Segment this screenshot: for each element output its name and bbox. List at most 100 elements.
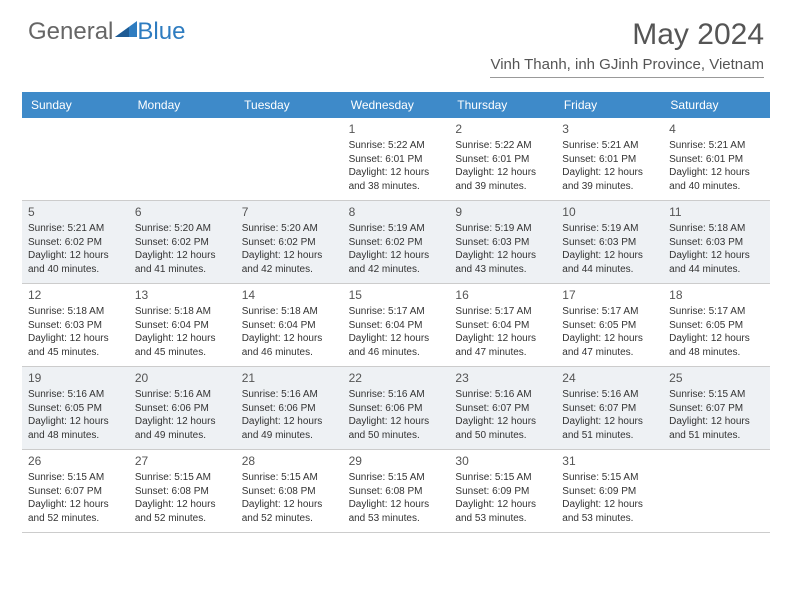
logo: General Blue <box>28 18 185 46</box>
cell-line: and 45 minutes. <box>28 346 123 360</box>
cell-line: Sunset: 6:07 PM <box>455 402 550 416</box>
cell-line: Sunset: 6:05 PM <box>28 402 123 416</box>
cell-line: and 48 minutes. <box>669 346 764 360</box>
cell-line: Daylight: 12 hours <box>28 332 123 346</box>
cell-line: Sunrise: 5:15 AM <box>242 471 337 485</box>
cell-line: and 52 minutes. <box>28 512 123 526</box>
cell-line: Sunset: 6:07 PM <box>669 402 764 416</box>
cell-line: Sunrise: 5:15 AM <box>455 471 550 485</box>
cell-line: Sunset: 6:08 PM <box>242 485 337 499</box>
day-number: 13 <box>135 287 230 303</box>
cell-line: and 51 minutes. <box>562 429 657 443</box>
title-block: May 2024 Vinh Thanh, inh GJinh Province,… <box>490 18 764 78</box>
cell-line: Daylight: 12 hours <box>135 415 230 429</box>
cell-line: Sunset: 6:07 PM <box>28 485 123 499</box>
cell-line: Sunset: 6:08 PM <box>349 485 444 499</box>
cell-line: Sunrise: 5:17 AM <box>455 305 550 319</box>
cell-line: Sunrise: 5:20 AM <box>242 222 337 236</box>
cell-line: and 50 minutes. <box>455 429 550 443</box>
calendar-cell: 11Sunrise: 5:18 AMSunset: 6:03 PMDayligh… <box>663 201 770 283</box>
cell-line: Sunset: 6:04 PM <box>135 319 230 333</box>
cell-line: and 39 minutes. <box>455 180 550 194</box>
cell-line: Sunset: 6:02 PM <box>242 236 337 250</box>
cell-line: Sunrise: 5:18 AM <box>242 305 337 319</box>
day-number: 27 <box>135 453 230 469</box>
day-header: Monday <box>130 93 237 117</box>
calendar-cell: 2Sunrise: 5:22 AMSunset: 6:01 PMDaylight… <box>449 118 556 200</box>
cell-line: Daylight: 12 hours <box>28 498 123 512</box>
calendar-cell: 9Sunrise: 5:19 AMSunset: 6:03 PMDaylight… <box>449 201 556 283</box>
cell-line: and 42 minutes. <box>242 263 337 277</box>
cell-line: Sunrise: 5:15 AM <box>669 388 764 402</box>
cell-line: Sunrise: 5:22 AM <box>349 139 444 153</box>
cell-line: and 46 minutes. <box>242 346 337 360</box>
cell-line: and 51 minutes. <box>669 429 764 443</box>
cell-line: Sunset: 6:05 PM <box>562 319 657 333</box>
calendar-cell: 25Sunrise: 5:15 AMSunset: 6:07 PMDayligh… <box>663 367 770 449</box>
cell-line: Daylight: 12 hours <box>349 498 444 512</box>
cell-line: and 47 minutes. <box>562 346 657 360</box>
calendar-cell: 12Sunrise: 5:18 AMSunset: 6:03 PMDayligh… <box>22 284 129 366</box>
day-number: 6 <box>135 204 230 220</box>
day-header: Saturday <box>662 93 769 117</box>
cell-line: and 43 minutes. <box>455 263 550 277</box>
day-number: 14 <box>242 287 337 303</box>
day-number: 23 <box>455 370 550 386</box>
calendar-cell: 29Sunrise: 5:15 AMSunset: 6:08 PMDayligh… <box>343 450 450 532</box>
cell-line: Daylight: 12 hours <box>562 415 657 429</box>
cell-line: Daylight: 12 hours <box>242 498 337 512</box>
cell-line: Sunrise: 5:18 AM <box>135 305 230 319</box>
cell-line: Daylight: 12 hours <box>349 332 444 346</box>
week-row: 12Sunrise: 5:18 AMSunset: 6:03 PMDayligh… <box>22 284 770 367</box>
cell-line: Sunset: 6:04 PM <box>242 319 337 333</box>
calendar-cell: 21Sunrise: 5:16 AMSunset: 6:06 PMDayligh… <box>236 367 343 449</box>
cell-line: Daylight: 12 hours <box>562 166 657 180</box>
cell-line: and 44 minutes. <box>562 263 657 277</box>
cell-line: Sunrise: 5:21 AM <box>562 139 657 153</box>
location-text: Vinh Thanh, inh GJinh Province, Vietnam <box>490 56 764 78</box>
calendar-cell: 7Sunrise: 5:20 AMSunset: 6:02 PMDaylight… <box>236 201 343 283</box>
cell-line: Daylight: 12 hours <box>455 498 550 512</box>
cell-line: Daylight: 12 hours <box>455 415 550 429</box>
cell-line: and 44 minutes. <box>669 263 764 277</box>
calendar-cell: 3Sunrise: 5:21 AMSunset: 6:01 PMDaylight… <box>556 118 663 200</box>
cell-line: Sunset: 6:09 PM <box>562 485 657 499</box>
day-number: 18 <box>669 287 764 303</box>
cell-line: Sunrise: 5:17 AM <box>562 305 657 319</box>
month-title: May 2024 <box>490 18 764 52</box>
cell-line: Sunset: 6:01 PM <box>455 153 550 167</box>
cell-line: and 40 minutes. <box>669 180 764 194</box>
day-header: Friday <box>556 93 663 117</box>
cell-line: Sunrise: 5:18 AM <box>28 305 123 319</box>
day-number: 29 <box>349 453 444 469</box>
cell-line: Daylight: 12 hours <box>455 332 550 346</box>
calendar-cell: 20Sunrise: 5:16 AMSunset: 6:06 PMDayligh… <box>129 367 236 449</box>
calendar-cell <box>663 450 770 532</box>
day-number: 7 <box>242 204 337 220</box>
cell-line: Sunset: 6:02 PM <box>349 236 444 250</box>
cell-line: Sunset: 6:05 PM <box>669 319 764 333</box>
cell-line: Daylight: 12 hours <box>242 332 337 346</box>
cell-line: Daylight: 12 hours <box>562 498 657 512</box>
week-row: 26Sunrise: 5:15 AMSunset: 6:07 PMDayligh… <box>22 450 770 533</box>
day-number: 10 <box>562 204 657 220</box>
cell-line: Sunset: 6:03 PM <box>562 236 657 250</box>
cell-line: Sunrise: 5:15 AM <box>28 471 123 485</box>
week-row: 1Sunrise: 5:22 AMSunset: 6:01 PMDaylight… <box>22 118 770 201</box>
cell-line: Sunrise: 5:15 AM <box>562 471 657 485</box>
day-number: 2 <box>455 121 550 137</box>
cell-line: Sunrise: 5:21 AM <box>669 139 764 153</box>
cell-line: Sunset: 6:03 PM <box>669 236 764 250</box>
day-number: 15 <box>349 287 444 303</box>
week-row: 19Sunrise: 5:16 AMSunset: 6:05 PMDayligh… <box>22 367 770 450</box>
calendar-cell: 19Sunrise: 5:16 AMSunset: 6:05 PMDayligh… <box>22 367 129 449</box>
calendar-cell: 14 Sunrise: 5:18 AMSunset: 6:04 PMDayligh… <box>236 284 343 366</box>
cell-line: Daylight: 12 hours <box>455 166 550 180</box>
cell-line: and 47 minutes. <box>455 346 550 360</box>
cell-line: Sunrise: 5:19 AM <box>349 222 444 236</box>
cell-line: Sunrise: 5:16 AM <box>455 388 550 402</box>
calendar-cell: 26Sunrise: 5:15 AMSunset: 6:07 PMDayligh… <box>22 450 129 532</box>
cell-line: Sunrise: 5:16 AM <box>28 388 123 402</box>
cell-line: Daylight: 12 hours <box>669 249 764 263</box>
logo-text-blue: Blue <box>137 18 185 46</box>
